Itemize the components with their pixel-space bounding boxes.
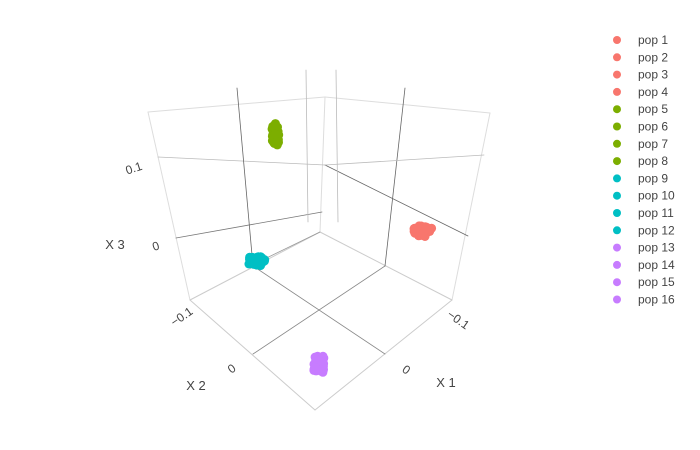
gridline [252, 265, 386, 355]
legend-label: pop 12 [638, 223, 675, 237]
legend-marker [613, 122, 621, 131]
box-edge [147, 96, 326, 113]
gridline [324, 154, 485, 166]
legend-marker [613, 243, 621, 252]
legend-item[interactable]: pop 9 [613, 171, 668, 185]
legend-label: pop 6 [638, 120, 668, 134]
y-tick-label: −0.1 [168, 304, 196, 329]
legend-marker [613, 139, 621, 148]
legend-label: pop 5 [638, 102, 668, 116]
x-axis-title: X 1 [436, 375, 456, 390]
data-point-purple[interactable] [310, 362, 320, 372]
legend-item[interactable]: pop 11 [613, 206, 674, 220]
x-tick-label: 0 [400, 362, 414, 377]
box-edge [147, 111, 191, 301]
data-point-green[interactable] [270, 129, 280, 139]
legend-label: pop 11 [638, 206, 674, 220]
z-axis-title: X 3 [105, 237, 125, 252]
legend-item[interactable]: pop 5 [613, 102, 668, 116]
gridline [335, 69, 339, 223]
floor-edge [314, 299, 453, 411]
legend-marker [613, 53, 621, 62]
data-point-salmon[interactable] [421, 222, 431, 232]
y-tick-label: 0 [225, 361, 239, 376]
data-point-purple[interactable] [312, 354, 322, 364]
legend-label: pop 16 [638, 293, 675, 307]
floor-edge [319, 231, 453, 301]
legend-label: pop 14 [638, 258, 675, 272]
legend-label: pop 3 [638, 68, 668, 82]
data-points[interactable] [244, 119, 437, 377]
gridline [236, 87, 254, 267]
gridline [324, 164, 469, 237]
legend-label: pop 9 [638, 171, 668, 185]
legend-marker [613, 191, 621, 200]
box-edge [324, 96, 491, 114]
data-point-salmon[interactable] [418, 229, 428, 239]
legend-item[interactable]: pop 12 [613, 223, 675, 237]
legend-marker [613, 226, 621, 235]
legend-label: pop 13 [638, 241, 675, 255]
legend-label: pop 4 [638, 85, 668, 99]
legend-item[interactable]: pop 16 [613, 293, 675, 307]
legend-marker [613, 278, 621, 287]
legend-label: pop 8 [638, 154, 668, 168]
legend[interactable]: pop 1 pop 2 pop 3 pop 4 pop 5 pop 6 pop 7 pop 8… [613, 33, 675, 307]
floor-edge [189, 299, 316, 411]
legend-item[interactable]: pop 4 [613, 85, 668, 99]
gridline [384, 87, 406, 267]
y-axis-title: X 2 [186, 378, 206, 393]
legend-marker [613, 70, 621, 79]
legend-item[interactable]: pop 6 [613, 120, 668, 134]
legend-marker [613, 174, 621, 183]
legend-item[interactable]: pop 14 [613, 258, 675, 272]
legend-marker [613, 209, 621, 217]
legend-label: pop 7 [638, 137, 668, 151]
legend-item[interactable]: pop 8 [613, 154, 668, 168]
legend-label: pop 10 [638, 189, 675, 203]
legend-label: pop 1 [638, 33, 668, 47]
box-edge [451, 112, 491, 301]
z-tick-label: 0 [150, 238, 161, 253]
legend-item[interactable]: pop 3 [613, 68, 668, 82]
legend-item[interactable]: pop 2 [613, 50, 668, 64]
legend-item[interactable]: pop 13 [613, 241, 675, 255]
data-point-cyan[interactable] [259, 256, 269, 266]
z-tick-label: 0.1 [124, 159, 145, 178]
legend-label: pop 2 [638, 50, 668, 64]
legend-marker [613, 105, 621, 114]
gridline [157, 156, 326, 166]
data-point-green[interactable] [270, 122, 280, 132]
x-tick-label: −0.1 [445, 307, 473, 332]
legend-label: pop 15 [638, 275, 675, 289]
legend-item[interactable]: pop 15 [613, 275, 675, 289]
gridline [305, 69, 309, 223]
data-point-cyan[interactable] [250, 258, 260, 267]
legend-item[interactable]: pop 10 [613, 189, 675, 203]
legend-marker [613, 87, 621, 96]
legend-item[interactable]: pop 7 [613, 137, 668, 151]
legend-marker [613, 295, 621, 304]
legend-marker [613, 36, 621, 44]
legend-item[interactable]: pop 1 [613, 33, 668, 47]
legend-marker [613, 157, 621, 166]
legend-marker [613, 260, 621, 269]
